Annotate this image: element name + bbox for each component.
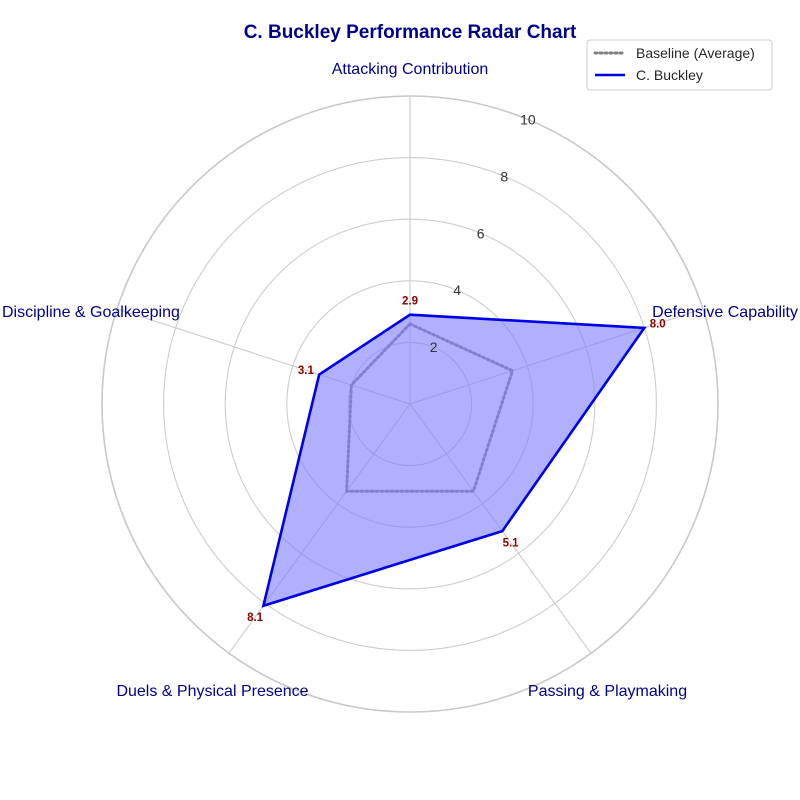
- chart-title: C. Buckley Performance Radar Chart: [244, 22, 577, 43]
- series-buckley-polygon: [261, 313, 647, 608]
- axis-label-0: Attacking Contribution: [332, 61, 489, 78]
- axis-label-3: Duels & Physical Presence: [116, 683, 308, 700]
- data-label-1: 8.0: [650, 319, 666, 331]
- data-label-0: 2.9: [402, 296, 418, 308]
- tick-label-4: 4: [453, 282, 461, 298]
- legend-label-baseline: Baseline (Average): [636, 45, 755, 61]
- data-labels: 2.9 8.0 5.1 8.1 3.1: [247, 296, 666, 625]
- legend-box: [586, 39, 773, 91]
- radar-series: [261, 313, 647, 608]
- data-label-2: 5.1: [503, 537, 520, 549]
- radial-tick-labels: 2 4 6 8 10: [430, 111, 536, 355]
- tick-label-2: 2: [430, 339, 438, 355]
- axis-label-2: Passing & Playmaking: [528, 683, 687, 700]
- tick-label-10: 10: [520, 111, 536, 127]
- tick-label-6: 6: [477, 225, 485, 241]
- axis-labels: Attacking Contribution Defensive Capabili…: [2, 61, 798, 700]
- tick-label-8: 8: [500, 168, 508, 184]
- data-label-3: 8.1: [247, 612, 264, 624]
- legend-label-buckley: C. Buckley: [636, 67, 703, 83]
- axis-label-1: Defensive Capability: [652, 304, 798, 321]
- data-label-4: 3.1: [298, 365, 315, 377]
- axis-label-4: Discipline & Goalkeeping: [2, 304, 180, 321]
- legend: Baseline (Average) C. Buckley: [586, 39, 773, 91]
